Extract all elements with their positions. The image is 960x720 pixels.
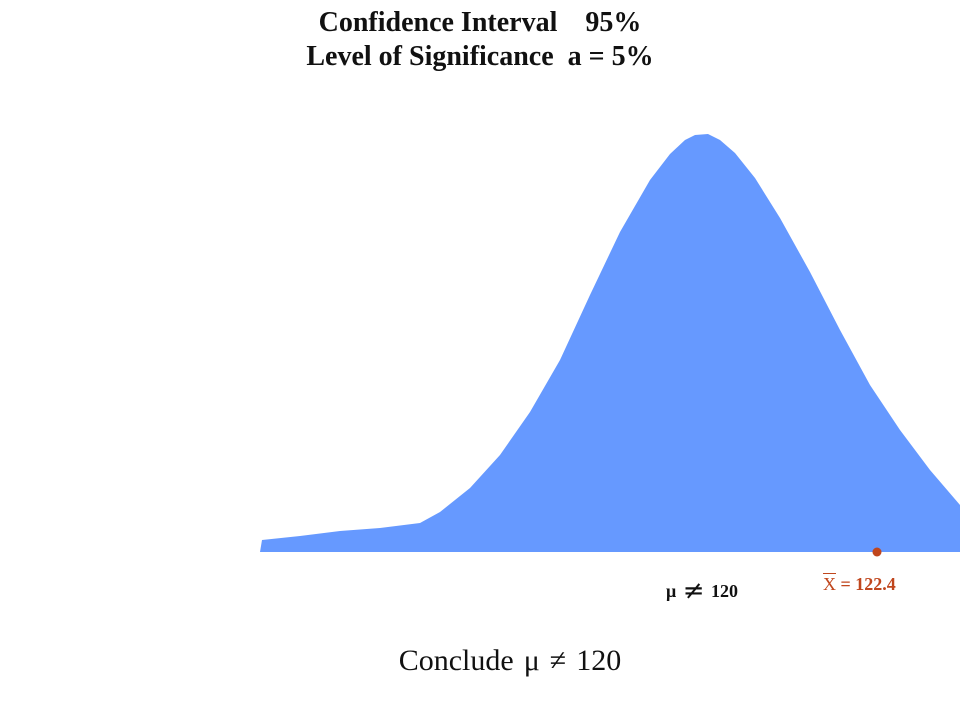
xbar-value: = 122.4	[840, 574, 896, 594]
conclusion-value: 120	[576, 644, 622, 677]
conclusion-mu: μ	[523, 644, 540, 677]
sample-mean-point	[872, 547, 882, 557]
xbar-symbol: X	[823, 574, 836, 594]
conclusion-word: Conclude	[398, 644, 514, 677]
normal-curve-shape	[260, 134, 960, 552]
title-confidence-interval: Confidence Interval 95%	[318, 7, 642, 38]
mu-symbol: μ	[666, 581, 677, 601]
hypothesized-mean-label: μ ≠ 120	[666, 574, 739, 606]
conclusion-text: Conclude μ ≠ 120	[0, 644, 960, 678]
title-level-of-significance: Level of Significance a = 5%	[306, 41, 654, 72]
sample-mean-label: X = 122.4	[823, 574, 896, 595]
not-equal-symbol: ≠	[682, 576, 705, 606]
mu-value: 120	[711, 581, 739, 601]
slide-title: Confidence Interval 95% Level of Signifi…	[0, 6, 960, 74]
conclusion-neq: ≠	[549, 644, 567, 677]
